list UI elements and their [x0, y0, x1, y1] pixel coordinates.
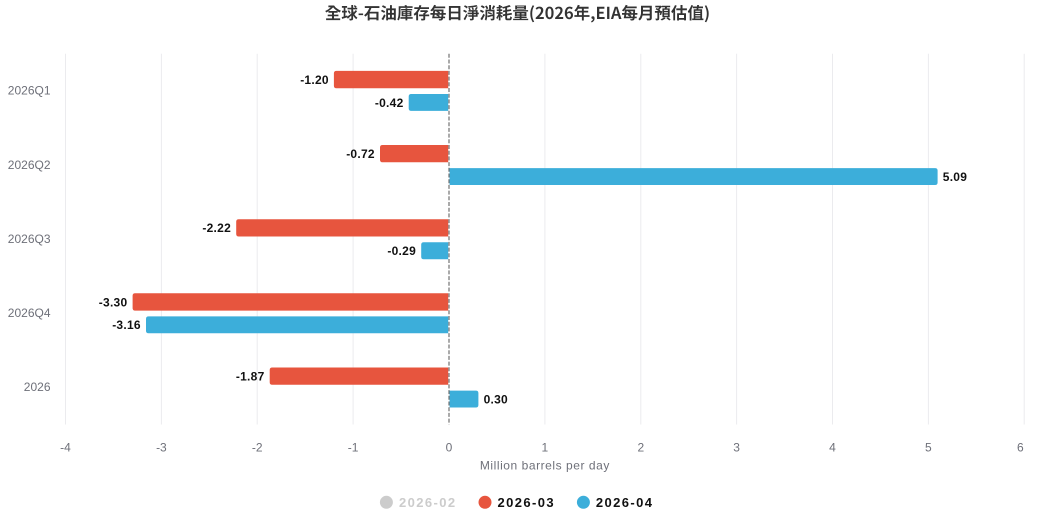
svg-text:2026Q1: 2026Q1: [8, 84, 51, 98]
svg-text:-3: -3: [156, 440, 167, 454]
svg-text:-1.87: -1.87: [236, 369, 265, 383]
svg-text:3: 3: [733, 440, 740, 454]
svg-text:5: 5: [925, 440, 932, 454]
svg-text:2026Q4: 2026Q4: [8, 306, 51, 320]
svg-text:-3.30: -3.30: [99, 295, 128, 309]
svg-text:2026-04: 2026-04: [596, 495, 654, 510]
svg-text:-2: -2: [252, 440, 263, 454]
svg-text:-2.22: -2.22: [202, 221, 231, 235]
svg-text:-0.72: -0.72: [346, 147, 375, 161]
svg-text:1: 1: [542, 440, 549, 454]
svg-text:6: 6: [1017, 440, 1024, 454]
svg-text:2026: 2026: [24, 380, 51, 394]
svg-text:-1: -1: [348, 440, 359, 454]
svg-text:2: 2: [637, 440, 644, 454]
svg-text:-0.42: -0.42: [375, 96, 404, 110]
svg-text:-1.20: -1.20: [300, 73, 329, 87]
svg-text:Million barrels per day: Million barrels per day: [480, 459, 610, 473]
svg-text:-3.16: -3.16: [112, 318, 141, 332]
svg-text:5.09: 5.09: [943, 170, 967, 184]
svg-text:2026Q3: 2026Q3: [8, 232, 51, 246]
svg-text:2026-03: 2026-03: [498, 495, 556, 510]
svg-text:2026Q2: 2026Q2: [8, 158, 51, 172]
svg-text:0: 0: [446, 440, 453, 454]
svg-text:0.30: 0.30: [484, 392, 508, 406]
svg-text:4: 4: [829, 440, 836, 454]
svg-text:2026-02: 2026-02: [399, 495, 457, 510]
svg-text:-0.29: -0.29: [387, 244, 416, 258]
svg-text:-4: -4: [60, 440, 71, 454]
